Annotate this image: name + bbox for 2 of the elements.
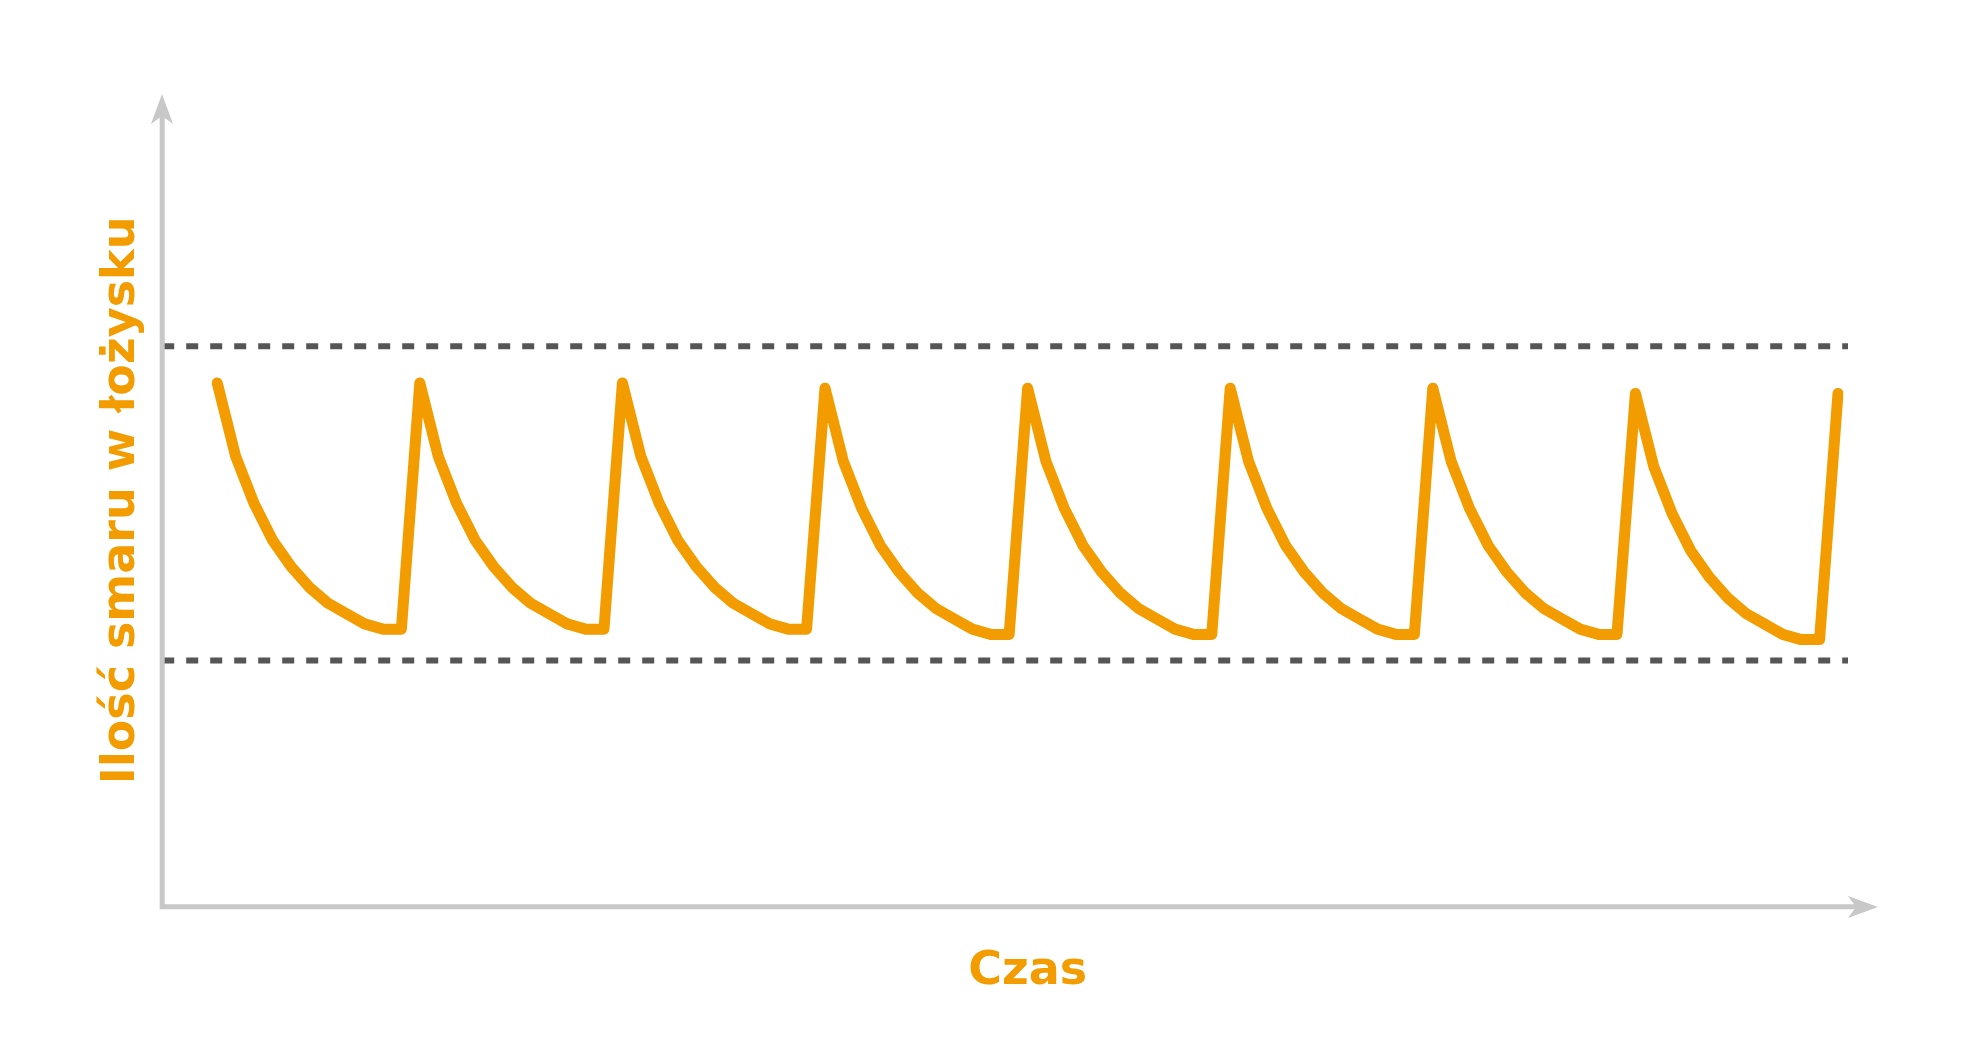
y-axis-title: Ilość smaru w łożysku (90, 216, 145, 785)
x-axis-title: Czas (968, 941, 1088, 996)
